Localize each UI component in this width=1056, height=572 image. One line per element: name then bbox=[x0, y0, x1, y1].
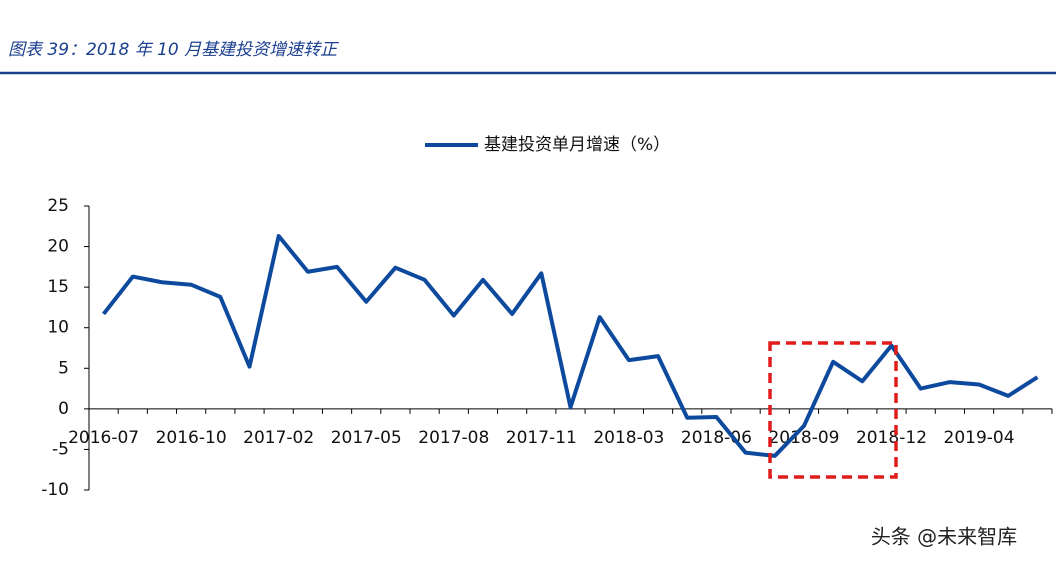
x-tick-label: 2017-05 bbox=[331, 428, 402, 448]
y-tick-label: 5 bbox=[58, 358, 69, 378]
x-tick-label: 2017-02 bbox=[243, 428, 314, 448]
x-tick-label: 2018-09 bbox=[768, 428, 839, 448]
y-tick-label: 25 bbox=[47, 196, 69, 216]
x-tick-label: 2018-03 bbox=[593, 428, 664, 448]
x-tick-label: 2016-10 bbox=[156, 428, 227, 448]
data-line bbox=[102, 234, 1039, 458]
x-tick-label: 2017-11 bbox=[506, 428, 577, 448]
y-tick-label: 20 bbox=[47, 237, 69, 257]
y-tick-label: 15 bbox=[47, 277, 69, 297]
legend-label: 基建投资单月增速（%） bbox=[484, 135, 670, 155]
y-tick-label: 0 bbox=[58, 399, 69, 419]
x-tick-label: 2016-07 bbox=[68, 428, 139, 448]
x-tick-label: 2019-04 bbox=[944, 428, 1015, 448]
x-tick-label: 2018-06 bbox=[681, 428, 752, 448]
watermark: 头条 @未来智库 bbox=[871, 525, 1017, 549]
x-tick-label: 2018-12 bbox=[856, 428, 927, 448]
x-tick-label: 2017-08 bbox=[418, 428, 489, 448]
highlight-box bbox=[768, 341, 898, 479]
header-title: 图表 39：2018 年 10 月基建投资增速转正 bbox=[8, 40, 339, 60]
y-tick-label: -10 bbox=[41, 480, 69, 500]
y-tick-label: 10 bbox=[47, 318, 69, 338]
y-tick-label: -5 bbox=[52, 439, 69, 459]
